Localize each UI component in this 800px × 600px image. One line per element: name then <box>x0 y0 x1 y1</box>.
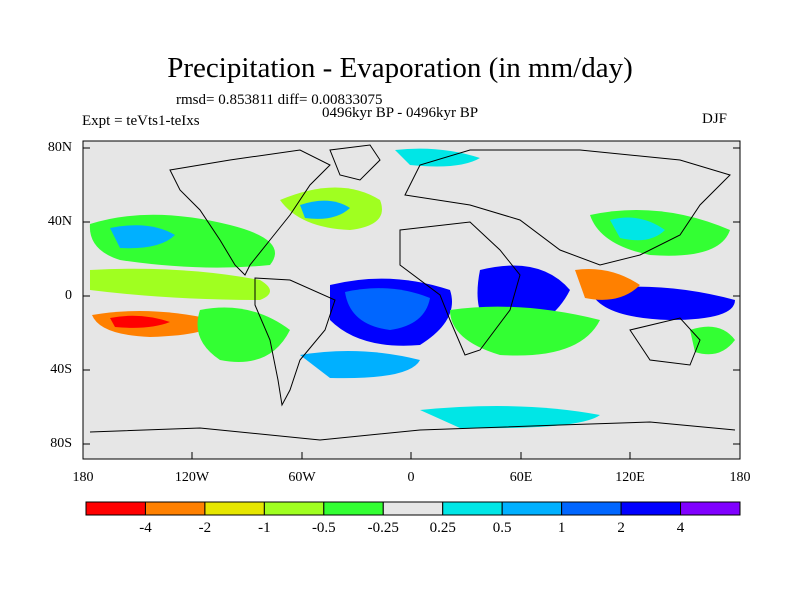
lat-tick-label: 0 <box>65 288 72 303</box>
maritime-dry <box>575 269 640 300</box>
colorbar-box <box>144 501 206 516</box>
pacific-red-core <box>110 315 170 328</box>
colorbar-box <box>680 501 741 516</box>
coast-australia <box>629 317 701 366</box>
season-label: DJF <box>702 111 728 127</box>
coast-africa <box>399 221 521 356</box>
period-label: 0496kyr BP - 0496kyr BP <box>322 105 479 121</box>
lon-tick-label: 120E <box>615 470 645 485</box>
colorbar-label: -0.25 <box>367 520 399 536</box>
coastlines <box>89 144 736 441</box>
colorbar-box <box>85 501 146 516</box>
coast-greenland <box>329 144 381 181</box>
colorbar-label: -4 <box>139 520 152 536</box>
coast-antarctica <box>89 421 736 441</box>
lat-tick-label: 80N <box>47 140 72 155</box>
colorbar-label: 2 <box>617 520 625 536</box>
maritime-wet-core <box>590 286 735 320</box>
stats-line: rmsd= 0.853811 diff= 0.00833075 <box>176 92 383 108</box>
lon-tick-label: 60W <box>288 470 316 485</box>
colorbar-label: -0.5 <box>311 520 336 536</box>
asia-blue-patch <box>610 217 665 241</box>
colorbar <box>85 501 741 516</box>
south-indian-green <box>450 306 600 356</box>
lat-tick-label: 40N <box>47 214 72 229</box>
colorbar-box <box>442 501 503 516</box>
south-pacific-green <box>197 307 290 362</box>
lat-tick-label: 80S <box>50 436 72 451</box>
tasman-green <box>690 326 735 355</box>
colorbar-box <box>204 501 265 516</box>
pacific-tropical-band <box>90 268 270 300</box>
colorbar-label: 0.5 <box>492 520 512 536</box>
lat-tick-label: 40S <box>50 362 72 377</box>
lon-tick-label: 180 <box>729 470 751 485</box>
page-title: Precipitation - Evaporation (in mm/day) <box>167 52 633 84</box>
colorbar-label: 1 <box>557 520 566 536</box>
lon-tick-label: 60E <box>509 470 533 485</box>
experiment-label: Expt = teVts1-teIxs <box>82 113 200 129</box>
colorbar-box <box>382 501 444 516</box>
colorbar-label: 0.25 <box>429 520 456 536</box>
colorbar-box <box>323 501 384 516</box>
colorbar-label: -1 <box>258 520 271 536</box>
atlantic-wet-inner <box>345 288 430 330</box>
colorbar-box <box>561 501 622 516</box>
coast-south-america <box>254 277 336 407</box>
anomaly-fields <box>89 148 735 429</box>
colorbar-box <box>263 501 325 516</box>
map-ticks <box>83 147 740 459</box>
lon-tick-label: 120W <box>174 470 210 485</box>
colorbar-label: -2 <box>198 520 212 536</box>
lon-tick-label: 0 <box>407 470 415 485</box>
lon-tick-label: 180 <box>72 470 94 485</box>
pacific-blue-patch <box>110 225 175 249</box>
colorbar-label: 4 <box>676 520 685 536</box>
atlantic-blue-patch <box>300 200 350 219</box>
southern-ocean-blue <box>300 351 420 379</box>
coast-north-america <box>169 149 331 276</box>
colorbar-box <box>501 501 563 516</box>
southern-ocean-cyan <box>420 406 600 429</box>
coast-eurasia <box>404 149 731 266</box>
colorbar-box <box>620 501 682 516</box>
